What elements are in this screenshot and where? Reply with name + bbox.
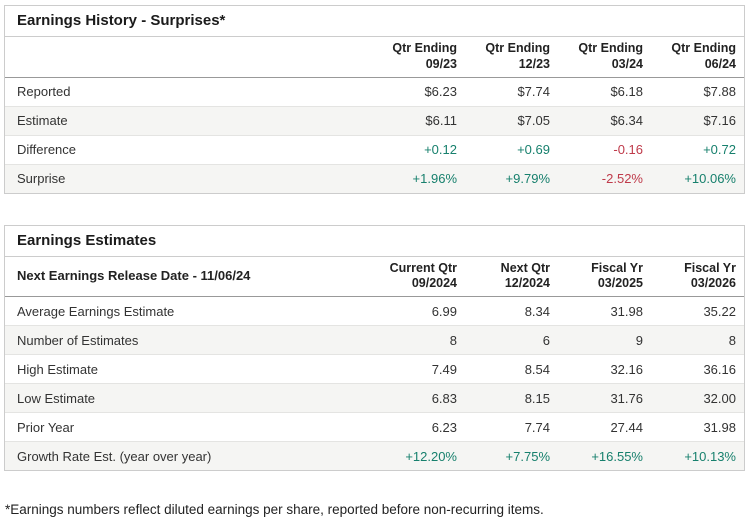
row-label: Prior Year [5,412,372,442]
column-header-qtr-0923: Qtr Ending 09/23 [372,37,465,78]
cell-value-positive: +1.96% [372,164,465,193]
column-header-line2: 09/23 [425,56,457,71]
column-header-line1: Qtr Ending [485,41,550,56]
row-label: Surprise [5,164,372,193]
cell-value-positive: +10.06% [651,164,744,193]
cell-value: 8.34 [465,296,558,326]
column-header-line2: 03/2026 [690,276,736,291]
table-row-low-estimate: Low Estimate 6.83 8.15 31.76 32.00 [5,383,744,413]
column-header-line1: Qtr Ending [578,41,643,56]
cell-value: $6.11 [372,106,465,136]
cell-value: 31.98 [651,412,744,442]
cell-value-positive: +0.72 [651,135,744,165]
column-header-line2: 06/24 [704,56,736,71]
cell-value: 31.98 [558,296,651,326]
row-label: Estimate [5,106,372,136]
cell-value: $6.23 [372,77,465,107]
column-header-line2: 03/2025 [597,276,643,291]
cell-value-positive: +0.12 [372,135,465,165]
column-header-line1: Qtr Ending [392,41,457,56]
cell-value: $7.74 [465,77,558,107]
cell-value-positive: +9.79% [465,164,558,193]
cell-value-negative: -2.52% [558,164,651,193]
earnings-estimates-card: Earnings Estimates Next Earnings Release… [4,224,745,471]
cell-value: 32.00 [651,383,744,413]
cell-value: 6.99 [372,296,465,326]
table-row-difference: Difference +0.12 +0.69 -0.16 +0.72 [5,135,744,165]
cell-value: 6.83 [372,383,465,413]
cell-value: 8.15 [465,383,558,413]
cell-value: 7.74 [465,412,558,442]
column-header-line1: Next Qtr [500,260,550,275]
earnings-history-card: Earnings History - Surprises* Qtr Ending… [4,5,745,194]
cell-value: $6.34 [558,106,651,136]
cell-value: 6 [465,325,558,355]
cell-value-positive: +16.55% [558,441,651,470]
table-row-prior-year: Prior Year 6.23 7.74 27.44 31.98 [5,412,744,442]
earnings-estimates-table: Next Earnings Release Date - 11/06/24 Cu… [5,256,744,470]
table-row-reported: Reported $6.23 $7.74 $6.18 $7.88 [5,77,744,107]
row-label: Low Estimate [5,383,372,413]
cell-value: 32.16 [558,354,651,384]
cell-value-positive: +0.69 [465,135,558,165]
column-header-fiscal-yr-2025: Fiscal Yr 03/2025 [558,256,651,297]
row-label: Reported [5,77,372,107]
earnings-history-table: Qtr Ending 09/23 Qtr Ending 12/23 Qtr Endi… [5,37,744,193]
row-label: Growth Rate Est. (year over year) [5,441,372,470]
column-header-line1: Current Qtr [389,260,457,275]
cell-value-positive: +7.75% [465,441,558,470]
column-header-current-qtr: Current Qtr 09/2024 [372,256,465,297]
column-header-line1: Fiscal Yr [684,260,736,275]
column-header-fiscal-yr-2026: Fiscal Yr 03/2026 [651,256,744,297]
earnings-estimates-title: Earnings Estimates [5,226,744,257]
cell-value: $7.88 [651,77,744,107]
cell-value: 31.76 [558,383,651,413]
cell-value: $6.18 [558,77,651,107]
header-spacer [5,37,372,78]
column-header-qtr-1223: Qtr Ending 12/23 [465,37,558,78]
column-header-next-qtr: Next Qtr 12/2024 [465,256,558,297]
earnings-footnote: *Earnings numbers reflect diluted earnin… [5,502,544,517]
cell-value: 8.54 [465,354,558,384]
column-header-qtr-0624: Qtr Ending 06/24 [651,37,744,78]
column-header-line2: 09/2024 [411,276,457,291]
table-row-growth-rate-est: Growth Rate Est. (year over year) +12.20… [5,441,744,470]
table-row-high-estimate: High Estimate 7.49 8.54 32.16 36.16 [5,354,744,384]
cell-value: 35.22 [651,296,744,326]
cell-value: 6.23 [372,412,465,442]
column-header-qtr-0324: Qtr Ending 03/24 [558,37,651,78]
cell-value-positive: +10.13% [651,441,744,470]
row-label: Number of Estimates [5,325,372,355]
earnings-history-header-row: Qtr Ending 09/23 Qtr Ending 12/23 Qtr Endi… [5,37,744,78]
column-header-line1: Fiscal Yr [591,260,643,275]
row-label: Average Earnings Estimate [5,296,372,326]
row-label: High Estimate [5,354,372,384]
next-earnings-release-date: Next Earnings Release Date - 11/06/24 [5,256,372,297]
cell-value-negative: -0.16 [558,135,651,165]
earnings-history-title: Earnings History - Surprises* [5,6,744,38]
column-header-line1: Qtr Ending [671,41,736,56]
cell-value: $7.05 [465,106,558,136]
column-header-line2: 12/2024 [504,276,550,291]
earnings-estimates-header-row: Next Earnings Release Date - 11/06/24 Cu… [5,256,744,297]
cell-value: $7.16 [651,106,744,136]
cell-value: 36.16 [651,354,744,384]
row-label: Difference [5,135,372,165]
cell-value: 7.49 [372,354,465,384]
cell-value: 27.44 [558,412,651,442]
cell-value: 9 [558,325,651,355]
cell-value-positive: +12.20% [372,441,465,470]
column-header-line2: 03/24 [611,56,643,71]
column-header-line2: 12/23 [518,56,550,71]
table-row-estimate: Estimate $6.11 $7.05 $6.34 $7.16 [5,106,744,136]
cell-value: 8 [372,325,465,355]
cell-value: 8 [651,325,744,355]
table-row-number-of-estimates: Number of Estimates 8 6 9 8 [5,325,744,355]
table-row-surprise: Surprise +1.96% +9.79% -2.52% +10.06% [5,164,744,193]
table-row-average-earnings-estimate: Average Earnings Estimate 6.99 8.34 31.9… [5,296,744,326]
